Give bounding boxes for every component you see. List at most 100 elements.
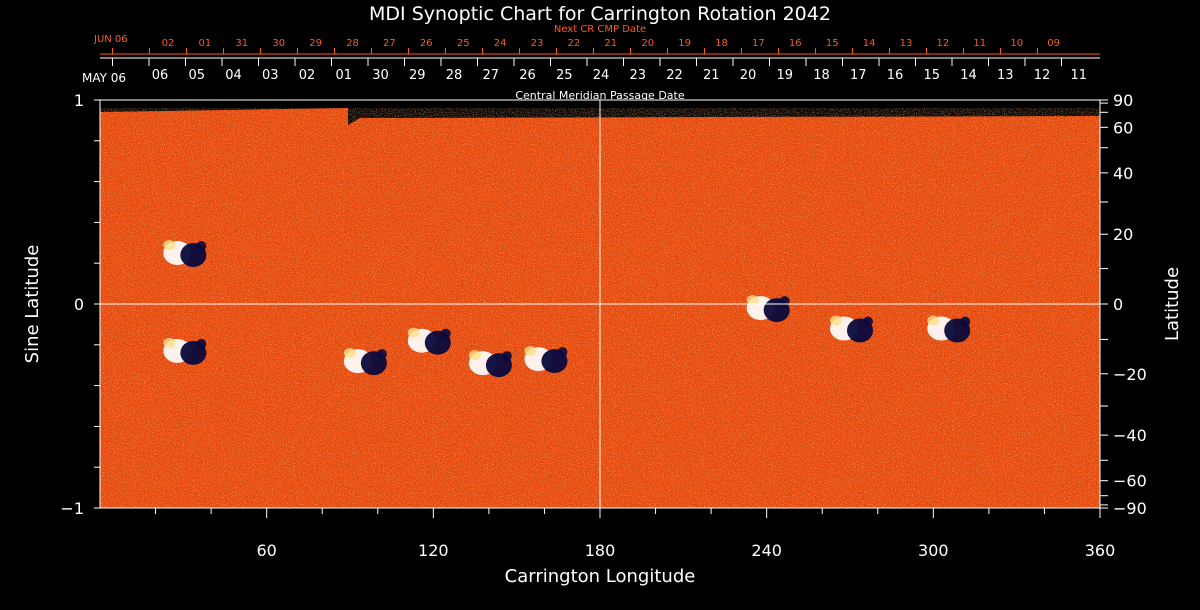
next-cr-date-axis: JUN 06 02 01 31 30 29 28 27 26 25 24 23 22 21 20 19 18 17…: [93, 34, 1100, 55]
cmp-date-label: 16: [887, 68, 904, 83]
positive-polarity: [163, 337, 176, 348]
next-date-label: 20: [641, 38, 654, 49]
next-date-label: 15: [826, 38, 839, 49]
y-right-tick-label: −40: [1113, 426, 1147, 445]
y-right-tick-label: −20: [1113, 365, 1147, 384]
cmp-date-label: 20: [740, 68, 757, 83]
cmp-date-label: 22: [666, 68, 683, 83]
cmp-date-label: 23: [629, 68, 646, 83]
next-start-label: JUN 06: [93, 34, 128, 45]
active-region: [343, 348, 387, 376]
cmp-date-label: 02: [299, 68, 316, 83]
x-tick-label: 240: [751, 541, 782, 560]
cmp-date-label: 19: [776, 68, 793, 83]
cmp-date-label: 03: [262, 68, 279, 83]
y-right-tick-label: −90: [1113, 499, 1147, 518]
next-date-label: 01: [199, 38, 212, 49]
cmp-caption: Central Meridian Passage Date: [515, 89, 684, 102]
y-right-tick-label: 40: [1113, 164, 1133, 183]
y-axis-left: 1 0 −1: [60, 91, 100, 518]
positive-polarity: [524, 346, 537, 357]
next-date-label: 17: [752, 38, 765, 49]
active-region: [746, 295, 790, 323]
next-date-label: 24: [494, 38, 507, 49]
next-date-label: 21: [604, 38, 617, 49]
active-region: [407, 327, 451, 355]
cmp-date-label: 26: [519, 68, 536, 83]
y-right-tick-label: 20: [1113, 225, 1133, 244]
active-region: [163, 240, 207, 267]
y-left-tick-label: 1: [74, 91, 84, 110]
cmp-date-label: 24: [593, 68, 610, 83]
positive-polarity: [343, 348, 356, 359]
next-date-label: 10: [1010, 38, 1023, 49]
active-region: [524, 346, 568, 374]
active-region: [830, 315, 873, 343]
cmp-date-label: 27: [482, 68, 499, 83]
y-axis-label-right: Latitude: [1162, 267, 1183, 341]
active-region: [163, 337, 207, 365]
negative-polarity: [501, 351, 512, 362]
y-right-tick-label: 90: [1113, 91, 1133, 110]
cmp-date-label: 06: [152, 68, 169, 83]
next-date-label: 16: [789, 38, 802, 49]
next-date-label: 29: [309, 38, 322, 49]
cmp-date-label: 05: [188, 68, 205, 83]
next-date-label: 12: [937, 38, 950, 49]
cmp-date-label: 15: [923, 68, 940, 83]
y-right-tick-label: −60: [1113, 472, 1147, 491]
y-axis-right: 90 60 40 20 0 −20 −40 −60 −90: [1100, 91, 1147, 518]
cmp-date-label: 18: [813, 68, 830, 83]
negative-polarity: [779, 296, 790, 307]
cmp-date-label: 25: [556, 68, 573, 83]
positive-polarity: [407, 327, 420, 338]
positive-polarity: [163, 240, 176, 250]
next-date-label: 25: [457, 38, 470, 49]
cmp-date-label: 11: [1070, 68, 1087, 83]
cmp-start-label: MAY 06: [82, 71, 126, 85]
negative-polarity: [863, 316, 873, 327]
next-date-label: 02: [162, 38, 175, 49]
cmp-date-label: 29: [409, 68, 426, 83]
next-date-label: 23: [531, 38, 544, 49]
cmp-date-label: 13: [997, 68, 1014, 83]
negative-polarity: [440, 328, 451, 339]
y-axis-label-left: Sine Latitude: [22, 245, 43, 364]
x-tick-label: 60: [256, 541, 276, 560]
y-right-tick-label: 0: [1113, 295, 1123, 314]
cmp-date-label: 30: [372, 68, 389, 83]
positive-polarity: [468, 350, 481, 361]
positive-polarity: [830, 315, 842, 326]
cmp-date-label: 01: [335, 68, 352, 83]
chart-title: MDI Synoptic Chart for Carrington Rotati…: [369, 3, 831, 25]
next-date-label: 31: [235, 38, 248, 49]
next-date-label: 13: [900, 38, 913, 49]
cmp-date-label: 17: [850, 68, 867, 83]
active-region: [468, 350, 512, 378]
cmp-date-axis: MAY 06 06 05 04 03 02 01 30 29 28 27 26 25 24 23 22 21 20…: [82, 57, 1100, 85]
positive-polarity: [927, 315, 940, 326]
next-cr-caption: Next CR CMP Date: [554, 24, 646, 35]
x-tick-label: 120: [418, 541, 449, 560]
next-date-label: 26: [420, 38, 433, 49]
y-left-tick-label: −1: [60, 499, 84, 518]
next-date-label: 14: [863, 38, 876, 49]
cmp-date-label: 28: [446, 68, 463, 83]
negative-polarity: [960, 316, 971, 327]
next-date-label: 11: [973, 38, 986, 49]
next-date-label: 18: [715, 38, 728, 49]
cmp-date-label: 04: [225, 68, 242, 83]
x-axis: 60 120 180 240 300 360: [155, 508, 1115, 560]
x-tick-label: 300: [918, 541, 949, 560]
x-axis-label: Carrington Longitude: [505, 566, 696, 587]
x-tick-label: 180: [585, 541, 616, 560]
negative-polarity: [557, 347, 568, 358]
cmp-date-label: 21: [703, 68, 720, 83]
cmp-date-label: 12: [1034, 68, 1051, 83]
next-date-label: 27: [383, 38, 396, 49]
negative-polarity: [376, 349, 387, 360]
next-date-label: 22: [568, 38, 581, 49]
cmp-date-label: 14: [960, 68, 977, 83]
next-date-label: 19: [678, 38, 691, 49]
